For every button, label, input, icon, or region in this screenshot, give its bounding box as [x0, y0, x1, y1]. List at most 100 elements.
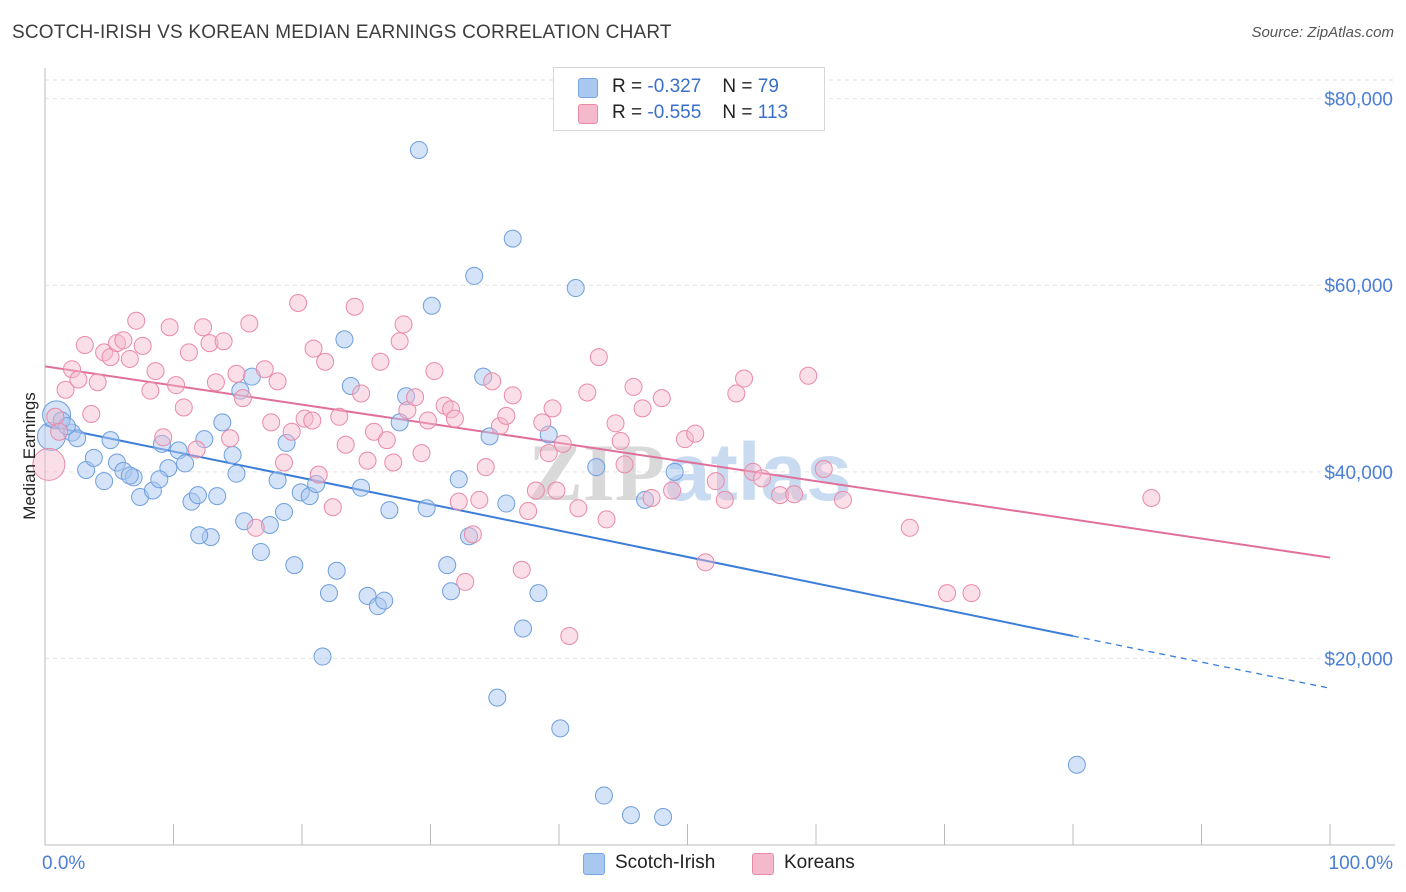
point-koreans [358, 451, 377, 470]
point-scotch-irish [285, 556, 304, 575]
point-koreans [221, 429, 240, 448]
point-scotch-irish [101, 431, 120, 450]
point-koreans [352, 384, 371, 403]
point-koreans [476, 458, 495, 477]
point-koreans [615, 455, 634, 474]
point-koreans [194, 318, 213, 337]
point-koreans [364, 422, 383, 441]
point-scotch-irish [497, 494, 516, 513]
point-koreans [642, 488, 661, 507]
point-koreans [589, 348, 608, 367]
point-koreans [900, 518, 919, 537]
trend-lines [44, 365, 1331, 689]
legend-r-value: -0.327 [647, 76, 702, 97]
point-koreans [735, 369, 754, 388]
point-scotch-irish [352, 478, 371, 497]
point-koreans [938, 584, 957, 603]
point-koreans [187, 440, 206, 459]
point-koreans [141, 381, 160, 400]
point-scotch-irish [120, 466, 139, 485]
y-tick-label: $40,000 [1324, 463, 1393, 484]
point-koreans [814, 460, 833, 479]
point-koreans [771, 486, 790, 505]
point-koreans [449, 492, 468, 511]
point-koreans [833, 490, 852, 509]
point-koreans [75, 335, 94, 354]
point-koreans [569, 499, 588, 518]
point-scotch-irish [208, 487, 227, 506]
bottom-legend-swatch [752, 853, 774, 875]
point-koreans [663, 481, 682, 500]
point-koreans [262, 413, 281, 432]
trend-line-koreans [44, 365, 1331, 559]
point-scotch-irish [417, 499, 436, 518]
point-koreans [412, 444, 431, 463]
point-koreans [560, 627, 579, 646]
legend-swatch-koreans [578, 104, 598, 124]
point-koreans [384, 453, 403, 472]
point-koreans [503, 386, 522, 405]
point-scotch-irish [176, 454, 195, 473]
point-koreans [227, 364, 246, 383]
x-tick-label: 100.0% [1329, 853, 1394, 874]
legend-n-label: N = [722, 76, 753, 97]
point-scotch-irish [319, 584, 338, 603]
trend-line-scotch-irish [44, 424, 1074, 638]
point-scotch-irish [465, 266, 484, 285]
point-scotch-irish [341, 377, 360, 395]
point-koreans [539, 444, 558, 463]
point-koreans [62, 360, 81, 379]
point-koreans [442, 400, 461, 419]
point-scotch-irish [566, 279, 585, 298]
point-scotch-irish [313, 647, 332, 666]
point-koreans [490, 417, 509, 436]
point-scotch-irish [84, 448, 103, 467]
point-scotch-irish [438, 556, 457, 575]
point-scotch-irish [268, 471, 287, 490]
series-scotch-irish [36, 140, 1086, 827]
point-koreans [463, 525, 482, 544]
point-koreans [309, 465, 328, 484]
point-koreans [50, 422, 69, 441]
point-koreans [240, 314, 259, 333]
point-koreans [303, 411, 322, 430]
point-koreans [206, 373, 225, 392]
point-koreans [179, 343, 198, 362]
point-koreans [962, 584, 981, 603]
point-koreans [652, 389, 671, 408]
bottom-legend-label: Scotch-Irish [615, 852, 716, 873]
point-koreans [578, 383, 597, 402]
point-koreans [69, 370, 88, 389]
point-koreans [675, 430, 694, 449]
point-koreans [133, 336, 152, 355]
point-scotch-irish [474, 367, 493, 386]
point-koreans [275, 453, 294, 472]
point-scotch-irish [223, 446, 242, 465]
y-tick-label: $20,000 [1324, 649, 1393, 670]
bottom-legend-label: Koreans [784, 852, 855, 873]
point-scotch-irish [327, 561, 346, 580]
point-koreans [785, 485, 804, 504]
point-koreans [533, 413, 552, 432]
point-scotch-irish [449, 470, 468, 489]
y-tick-label: $80,000 [1324, 90, 1393, 111]
point-koreans [519, 502, 538, 521]
point-scotch-irish [594, 786, 613, 805]
point-koreans [174, 398, 193, 417]
point-koreans [470, 490, 489, 509]
point-scotch-irish [190, 526, 209, 545]
point-koreans [233, 389, 252, 408]
point-scotch-irish [654, 808, 673, 827]
point-scotch-irish [503, 229, 522, 248]
point-koreans [246, 518, 265, 537]
point-koreans [418, 411, 437, 430]
point-koreans [120, 349, 139, 368]
point-scotch-irish [375, 591, 394, 610]
chart-title: SCOTCH-IRISH VS KOREAN MEDIAN EARNINGS C… [12, 22, 672, 43]
point-scotch-irish [409, 140, 428, 159]
point-scotch-irish [260, 516, 279, 535]
point-koreans [282, 422, 301, 441]
point-koreans [456, 572, 475, 591]
legend-n-value: 79 [757, 76, 779, 97]
point-koreans [323, 498, 342, 517]
